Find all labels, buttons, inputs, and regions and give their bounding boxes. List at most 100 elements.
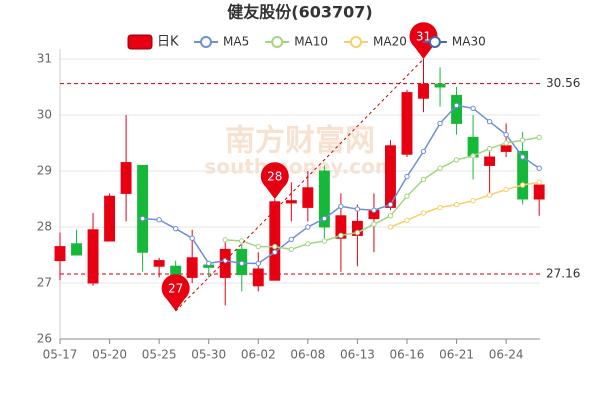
ma-point — [404, 217, 410, 223]
ma-point — [503, 140, 509, 146]
candle-body — [252, 268, 264, 287]
marker-pin — [161, 274, 190, 311]
ma-point — [239, 260, 245, 267]
ma-point — [437, 120, 443, 127]
ma-point — [519, 182, 526, 188]
ma-point — [272, 243, 278, 250]
legend-label: MA20 — [373, 35, 407, 49]
y-tick-label: 28 — [37, 220, 52, 234]
ma-point — [338, 203, 344, 209]
candle-body — [500, 145, 512, 152]
ma-point — [536, 179, 542, 185]
ma-point — [156, 217, 162, 223]
ma-line — [225, 136, 540, 251]
ma-point — [338, 232, 344, 239]
ma-point — [486, 145, 493, 152]
ma-point — [172, 225, 179, 232]
ma-point — [486, 192, 493, 198]
ma-point — [371, 207, 377, 213]
marker-label: 27 — [168, 282, 183, 296]
x-tick-label: 06-13 — [340, 348, 375, 362]
ma-point — [288, 236, 295, 243]
marker-label: 31 — [416, 30, 431, 44]
ma-point — [536, 134, 542, 141]
candle-body — [219, 248, 231, 278]
watermark: southmoney.com — [204, 155, 395, 179]
candle-body — [302, 187, 314, 208]
legend-label: 日K — [157, 35, 179, 50]
candle-body — [71, 243, 82, 256]
candle-body — [269, 201, 281, 281]
ma-point — [272, 249, 278, 255]
y-tick-label: 27 — [37, 276, 52, 290]
ma-point — [437, 204, 443, 211]
x-tick-label: 05-30 — [191, 348, 226, 362]
candle-body — [120, 162, 132, 194]
x-tick-label: 06-24 — [489, 348, 524, 362]
ma-point — [519, 154, 526, 160]
candle-body — [153, 260, 165, 267]
ma-point — [206, 260, 212, 267]
reference-label: 27.16 — [546, 267, 580, 281]
ma-point — [189, 235, 195, 241]
ma-point — [354, 206, 361, 212]
legend-label: MA10 — [294, 35, 328, 49]
ma-point — [305, 224, 311, 230]
chart-title: 健友股份(603707) — [227, 3, 372, 22]
ma-point — [453, 201, 460, 208]
ma-point — [470, 197, 476, 204]
y-tick-label: 26 — [37, 332, 52, 346]
ma-point — [371, 221, 377, 227]
candle-body — [87, 229, 99, 284]
ma-point — [420, 148, 427, 155]
legend-icon — [200, 36, 212, 48]
ma-point — [222, 237, 228, 243]
legend-label: MA5 — [223, 35, 249, 49]
candle-body — [401, 92, 413, 155]
ma-point — [288, 246, 295, 253]
legend-label: MA30 — [452, 35, 486, 49]
ma-point — [470, 105, 476, 111]
ma-point — [354, 229, 361, 236]
ma-point — [420, 176, 427, 183]
marker-pin — [409, 22, 438, 59]
ma-point — [453, 102, 460, 109]
ma-point — [321, 238, 328, 244]
x-tick-label: 05-25 — [142, 348, 177, 362]
ma-point — [404, 173, 410, 180]
marker-pin — [260, 162, 289, 199]
ma-point — [519, 137, 526, 143]
candle-body — [451, 94, 463, 124]
x-tick-label: 05-20 — [92, 348, 127, 362]
legend-icon — [350, 36, 363, 48]
ma-point — [503, 131, 509, 138]
ma-point — [305, 241, 311, 247]
candle-body — [54, 246, 66, 262]
y-tick-label: 31 — [37, 52, 52, 66]
ma-point — [486, 119, 493, 125]
ma-point — [387, 224, 394, 230]
x-tick-label: 06-08 — [290, 348, 325, 362]
watermark: 南方财富网 — [225, 124, 375, 159]
ma-point — [139, 215, 146, 222]
ma-point — [255, 243, 261, 250]
x-tick-label: 06-16 — [390, 348, 425, 362]
candle-body — [533, 184, 545, 200]
ma-point — [404, 193, 410, 199]
candle-body — [104, 195, 116, 242]
y-tick-label: 30 — [37, 108, 52, 122]
ma-point — [470, 153, 476, 159]
marker-label: 28 — [267, 170, 282, 184]
legend-icon — [127, 34, 153, 50]
candle-body — [517, 150, 529, 200]
reference-label: 30.56 — [546, 76, 580, 90]
ma-line — [390, 181, 540, 228]
ma-point — [503, 186, 509, 193]
candle-body — [285, 200, 297, 204]
candle-body — [484, 156, 496, 166]
trend-line — [175, 58, 424, 312]
x-tick-label: 05-17 — [43, 348, 78, 362]
candle-body — [418, 83, 429, 99]
candle-body — [385, 145, 396, 208]
